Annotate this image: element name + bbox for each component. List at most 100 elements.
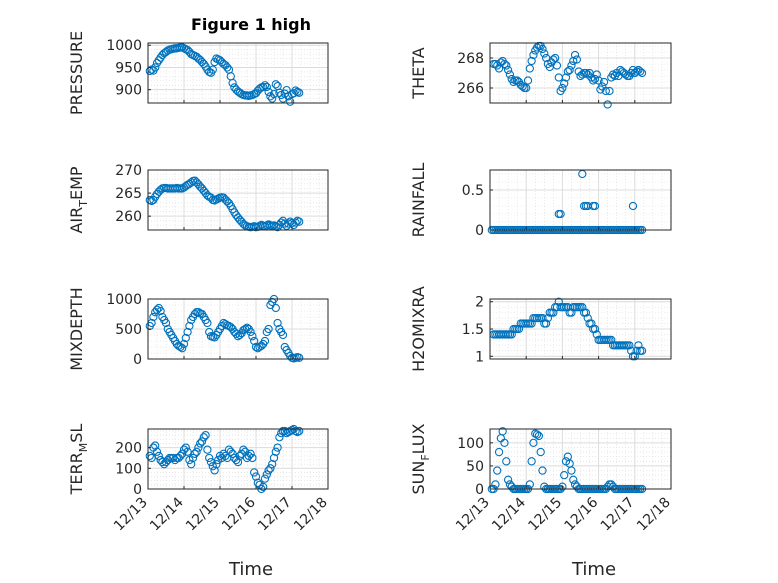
data-point xyxy=(269,453,279,463)
data-point xyxy=(262,82,271,92)
y-tick-label: 1000 xyxy=(106,38,142,54)
data-point xyxy=(151,63,160,72)
y-tick-label: 950 xyxy=(115,60,142,76)
data-point xyxy=(558,83,567,93)
data-point xyxy=(561,73,571,82)
data-point xyxy=(282,85,291,95)
data-point xyxy=(178,449,187,458)
data-point xyxy=(251,472,261,481)
data-point xyxy=(570,50,580,60)
data-point xyxy=(632,67,641,76)
y-tick-label: 900 xyxy=(115,83,142,99)
data-point xyxy=(505,70,515,79)
x-axis-label-left: Time xyxy=(228,559,273,580)
data-point xyxy=(567,466,576,475)
y-tick-label: 0.5 xyxy=(462,183,484,199)
data-point xyxy=(208,65,217,74)
x-tick-label: 12/18 xyxy=(291,495,331,535)
subplot-6: 1 1.5 2 H2OMIXRA xyxy=(409,286,672,372)
data-point xyxy=(212,460,221,469)
axes-frame xyxy=(147,169,329,231)
data-point xyxy=(264,324,273,334)
series-markers xyxy=(489,297,647,361)
data-point xyxy=(589,76,598,85)
data-point xyxy=(569,475,578,484)
x-tick-label: 12/17 xyxy=(598,495,638,535)
data-point xyxy=(532,430,542,439)
series-markers xyxy=(145,294,304,363)
y-axis-label: SUNFLUX xyxy=(409,423,432,494)
data-point xyxy=(228,449,237,458)
data-point xyxy=(201,431,210,440)
data-point xyxy=(491,480,500,489)
x-tick-label: 12/16 xyxy=(562,494,602,534)
data-point xyxy=(286,97,295,106)
data-point xyxy=(248,453,257,463)
y-tick-label: 270 xyxy=(115,163,142,179)
data-point xyxy=(178,344,187,353)
x-tick-label: 12/14 xyxy=(489,494,529,534)
y-tick-label: 260 xyxy=(115,209,142,225)
data-point xyxy=(503,475,513,484)
data-point xyxy=(540,49,549,58)
data-point xyxy=(523,76,533,85)
series-markers xyxy=(145,43,304,106)
data-point xyxy=(625,341,634,350)
data-point xyxy=(259,482,268,492)
subplot-3: 260 265 270 AIRTEMP xyxy=(67,163,329,234)
data-point xyxy=(196,439,205,448)
x-tick-label: 12/13 xyxy=(111,495,151,535)
data-point xyxy=(563,67,572,76)
data-point xyxy=(181,443,190,452)
data-point xyxy=(149,312,158,322)
data-point xyxy=(590,74,600,84)
data-point xyxy=(538,44,547,54)
data-point xyxy=(572,55,582,64)
data-point xyxy=(246,449,255,458)
data-point xyxy=(525,480,534,489)
subplot-2: 266 268 THETA xyxy=(409,41,672,109)
data-point xyxy=(529,50,538,60)
data-point xyxy=(558,482,567,491)
data-point xyxy=(498,427,507,436)
data-point xyxy=(151,441,160,450)
data-point xyxy=(260,81,270,90)
data-point xyxy=(278,330,288,340)
subplot-5: 0 500 1000 MIXDEPTH xyxy=(67,287,329,371)
data-point xyxy=(250,336,259,346)
data-point xyxy=(268,460,277,469)
x-tick-label: 12/15 xyxy=(525,495,565,535)
data-point xyxy=(246,327,255,337)
x-tick-label: 12/18 xyxy=(634,495,674,535)
data-point xyxy=(518,82,527,91)
axes-frame xyxy=(147,428,329,490)
data-point xyxy=(630,352,639,361)
data-point xyxy=(253,478,262,487)
y-tick-label: 0 xyxy=(133,482,142,498)
data-point xyxy=(161,318,171,328)
data-point xyxy=(637,346,647,355)
data-point xyxy=(181,333,190,343)
x-tick-label: 12/15 xyxy=(183,495,223,535)
data-point xyxy=(529,438,538,447)
data-point xyxy=(608,70,618,79)
data-point xyxy=(223,63,232,72)
data-point xyxy=(551,53,560,63)
data-point xyxy=(291,218,300,227)
data-point xyxy=(145,451,154,461)
data-point xyxy=(264,466,273,475)
data-point xyxy=(295,217,304,226)
y-tick-label: 500 xyxy=(115,322,142,338)
data-point xyxy=(152,447,162,456)
data-point xyxy=(233,457,243,467)
data-point xyxy=(503,65,513,75)
data-point xyxy=(594,76,603,85)
data-point xyxy=(271,303,280,313)
axes-frame xyxy=(489,42,672,104)
data-point xyxy=(266,464,275,473)
y-tick-label: 268 xyxy=(457,51,484,67)
figure-title: Figure 1 high xyxy=(191,15,311,34)
data-point xyxy=(179,339,189,349)
